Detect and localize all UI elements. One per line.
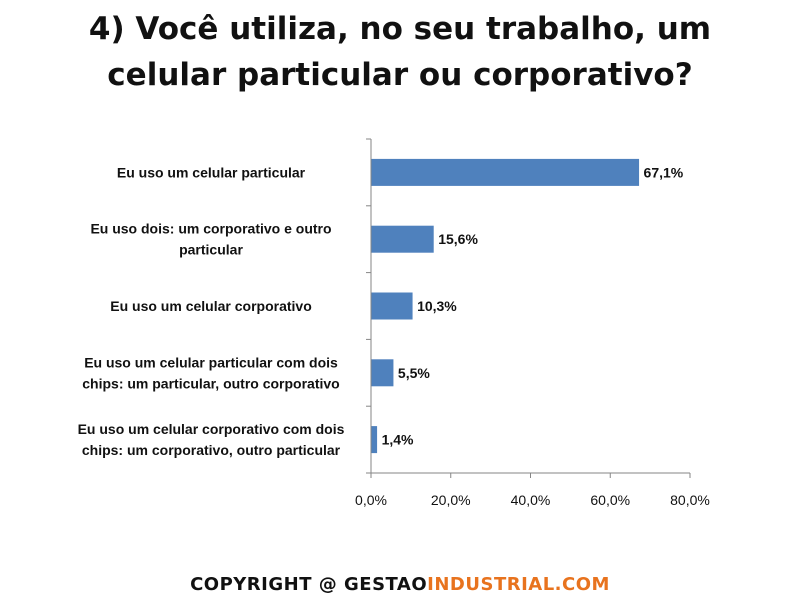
data-label: 10,3% <box>417 298 457 314</box>
chart-title: 4) Você utiliza, no seu trabalho, um cel… <box>0 6 800 98</box>
bar <box>371 225 434 253</box>
category-label: Eu uso um celular corporativo <box>110 298 312 314</box>
data-label: 1,4% <box>382 432 414 448</box>
category-label: Eu uso dois: um corporativo e outro parti… <box>90 221 331 258</box>
bar <box>371 158 640 186</box>
brand-text: INDUSTRIAL.COM <box>427 574 610 595</box>
x-tick-label: 40,0% <box>511 492 551 508</box>
category-label: Eu uso um celular corporativo com dois ch… <box>78 421 345 458</box>
copyright-footer: COPYRIGHT @ GESTAOINDUSTRIAL.COM <box>0 574 800 595</box>
data-label: 15,6% <box>438 231 478 247</box>
title-line-1: 4) Você utiliza, no seu trabalho, um <box>88 11 712 47</box>
data-label: 67,1% <box>644 164 684 180</box>
category-label: Eu uso um celular particular <box>117 164 306 180</box>
copyright-text: COPYRIGHT @ GESTAO <box>190 574 428 595</box>
x-tick-label: 0,0% <box>355 492 387 508</box>
bar <box>371 426 378 454</box>
x-tick-label: 20,0% <box>431 492 471 508</box>
bar <box>371 292 413 320</box>
x-tick-label: 60,0% <box>590 492 630 508</box>
category-label: Eu uso um celular particular com dois chi… <box>82 354 339 391</box>
x-tick-label: 80,0% <box>670 492 710 508</box>
data-label: 5,5% <box>398 365 430 381</box>
bar <box>371 359 394 387</box>
title-line-2: celular particular ou corporativo? <box>107 57 693 93</box>
